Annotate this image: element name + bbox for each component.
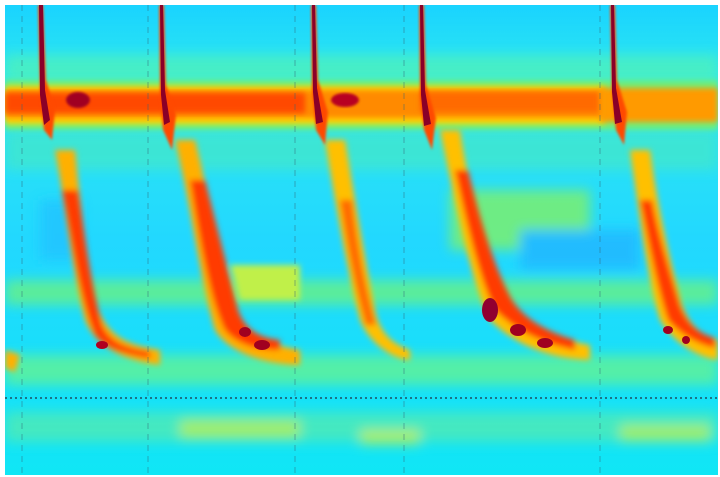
guides <box>21 5 601 475</box>
heatmap-field <box>5 5 718 475</box>
hot-spots <box>96 298 690 350</box>
spikes <box>38 5 627 150</box>
streaks <box>5 130 718 372</box>
horizontal-band <box>5 80 718 130</box>
